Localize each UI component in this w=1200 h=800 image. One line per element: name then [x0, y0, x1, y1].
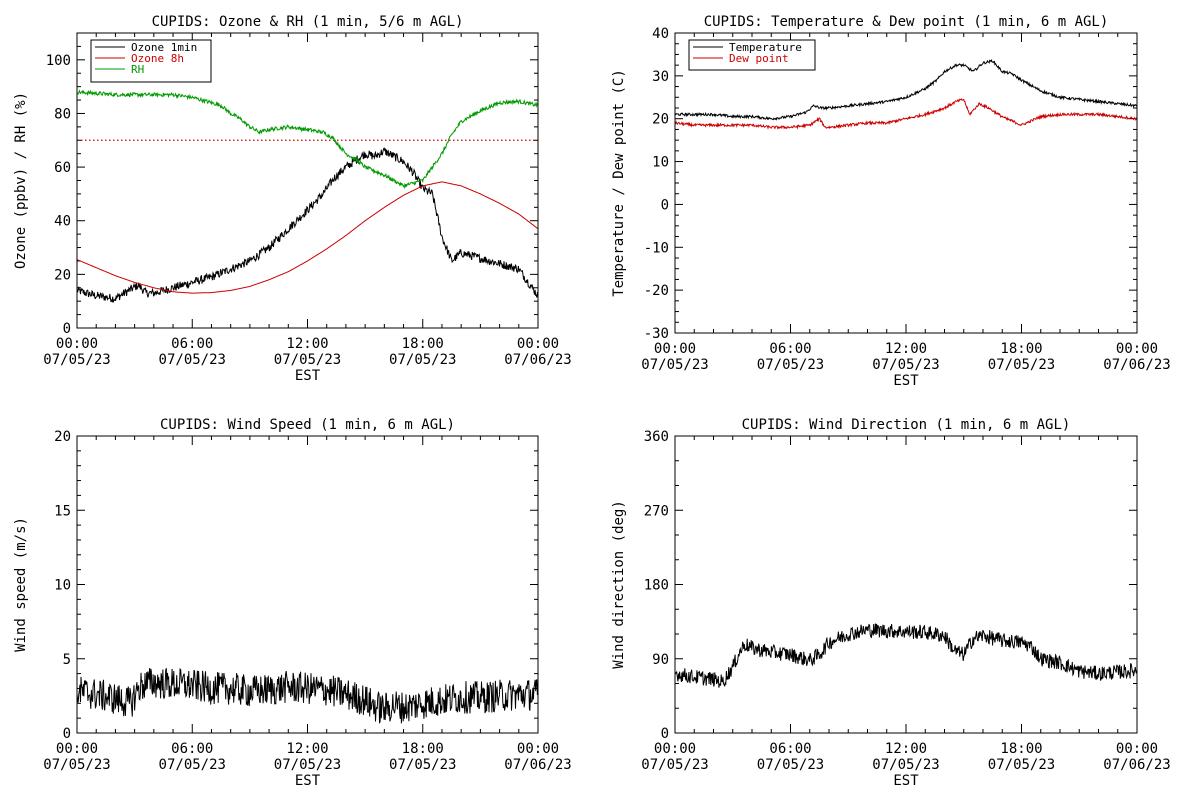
x-tick-label-time: 18:00	[402, 741, 444, 757]
x-tick-label-time: 12:00	[286, 336, 328, 352]
series-line-0	[675, 623, 1137, 688]
x-tick-label-time: 06:00	[171, 336, 213, 352]
panel-wdir: CUPIDS: Wind Direction (1 min, 6 m AGL) W…	[611, 417, 1171, 789]
chart-title: CUPIDS: Ozone & RH (1 min, 5/6 m AGL)	[152, 14, 464, 30]
x-tick-label-date: 07/05/23	[159, 757, 226, 773]
plot-frame	[76, 32, 539, 329]
x-tick-label-date: 07/05/23	[641, 757, 708, 773]
legend-label: RH	[131, 63, 144, 76]
x-tick-label-date: 07/06/23	[1103, 757, 1170, 773]
x-tick-label-date: 07/05/23	[43, 352, 110, 368]
legend-label: Dew point	[729, 52, 789, 65]
panel-temp: CUPIDS: Temperature & Dew point (1 min, …	[611, 14, 1171, 389]
legend-label: Ozone 8h	[131, 52, 184, 65]
y-tick-label: 5	[63, 652, 71, 668]
x-tick-label-date: 07/05/23	[389, 352, 456, 368]
y-axis-label: Temperature / Dew point (C)	[611, 69, 627, 297]
x-tick-label-time: 12:00	[885, 341, 927, 357]
series-line-0	[77, 667, 538, 724]
x-tick-label-date: 07/05/23	[274, 352, 341, 368]
x-tick-label-date: 07/05/23	[757, 357, 824, 373]
y-tick-label: 0	[661, 197, 669, 213]
x-axis-label: EST	[893, 373, 919, 389]
x-tick-label-time: 00:00	[517, 336, 559, 352]
y-tick-label: 10	[54, 578, 71, 594]
x-tick-label-date: 07/05/23	[988, 757, 1055, 773]
y-tick-label: 10	[652, 155, 669, 171]
x-tick-label-time: 06:00	[171, 741, 213, 757]
plot-frame	[76, 435, 539, 734]
x-tick-label-time: 06:00	[769, 741, 811, 757]
y-tick-label: 40	[652, 26, 669, 42]
panel-ozone: CUPIDS: Ozone & RH (1 min, 5/6 m AGL) Ozo…	[13, 14, 572, 384]
series-line-1	[675, 98, 1137, 130]
series-line-1	[77, 181, 538, 294]
x-tick-label-time: 00:00	[56, 741, 98, 757]
series-line-0	[77, 147, 538, 303]
x-axis-label: EST	[893, 773, 919, 789]
x-tick-label-time: 12:00	[885, 741, 927, 757]
chart-title: CUPIDS: Temperature & Dew point (1 min, …	[704, 14, 1109, 30]
x-tick-label-time: 06:00	[769, 341, 811, 357]
x-axis-label: EST	[295, 773, 321, 789]
y-tick-label: 20	[54, 429, 71, 445]
y-tick-label: 0	[63, 321, 71, 337]
y-tick-label: 60	[54, 160, 71, 176]
x-tick-label-time: 12:00	[286, 741, 328, 757]
x-tick-label-date: 07/06/23	[504, 352, 571, 368]
x-tick-label-date: 07/05/23	[988, 357, 1055, 373]
x-tick-label-date: 07/06/23	[504, 757, 571, 773]
x-axis-label: EST	[295, 368, 321, 384]
x-tick-label-date: 07/05/23	[43, 757, 110, 773]
y-tick-label: -20	[644, 283, 669, 299]
chart-title: CUPIDS: Wind Speed (1 min, 6 m AGL)	[160, 417, 455, 433]
x-tick-label-time: 00:00	[1116, 341, 1158, 357]
plot-frame	[674, 32, 1138, 334]
x-tick-label-time: 18:00	[1000, 741, 1042, 757]
x-tick-label-time: 00:00	[654, 741, 696, 757]
y-tick-label: 15	[54, 503, 71, 519]
y-tick-label: 20	[54, 267, 71, 283]
legend-box	[688, 39, 816, 71]
x-tick-label-date: 07/05/23	[757, 757, 824, 773]
y-tick-label: 90	[652, 652, 669, 668]
series-line-0	[675, 59, 1137, 121]
y-tick-label: 30	[652, 69, 669, 85]
y-tick-label: -10	[644, 240, 669, 256]
y-tick-label: 100	[46, 53, 71, 69]
x-tick-label-date: 07/05/23	[872, 757, 939, 773]
legend-label: Temperature	[729, 41, 802, 54]
series-line-2	[77, 89, 538, 190]
y-tick-label: 180	[644, 578, 669, 594]
x-tick-label-date: 07/05/23	[872, 357, 939, 373]
y-tick-label: 40	[54, 214, 71, 230]
plot-frame	[674, 435, 1138, 734]
x-tick-label-date: 07/05/23	[641, 357, 708, 373]
x-tick-label-time: 18:00	[402, 336, 444, 352]
panel-wspd: CUPIDS: Wind Speed (1 min, 6 m AGL) Wind …	[13, 417, 572, 789]
y-tick-label: 0	[63, 726, 71, 742]
x-tick-label-time: 00:00	[517, 741, 559, 757]
x-tick-label-time: 00:00	[654, 341, 696, 357]
y-axis-label: Ozone (ppbv) / RH (%)	[13, 92, 29, 269]
legend-label: Ozone 1min	[131, 41, 197, 54]
y-axis-label: Wind direction (deg)	[611, 500, 627, 669]
y-tick-label: -30	[644, 326, 669, 342]
y-tick-label: 80	[54, 106, 71, 122]
x-tick-label-date: 07/05/23	[274, 757, 341, 773]
y-tick-label: 270	[644, 503, 669, 519]
y-tick-label: 20	[652, 112, 669, 128]
y-tick-label: 0	[661, 726, 669, 742]
chart-title: CUPIDS: Wind Direction (1 min, 6 m AGL)	[742, 417, 1071, 433]
y-tick-label: 360	[644, 429, 669, 445]
y-axis-label: Wind speed (m/s)	[13, 517, 29, 652]
x-tick-label-date: 07/06/23	[1103, 357, 1170, 373]
x-tick-label-time: 18:00	[1000, 341, 1042, 357]
x-tick-label-time: 00:00	[1116, 741, 1158, 757]
x-tick-label-time: 00:00	[56, 336, 98, 352]
x-tick-label-date: 07/05/23	[389, 757, 456, 773]
x-tick-label-date: 07/05/23	[159, 352, 226, 368]
